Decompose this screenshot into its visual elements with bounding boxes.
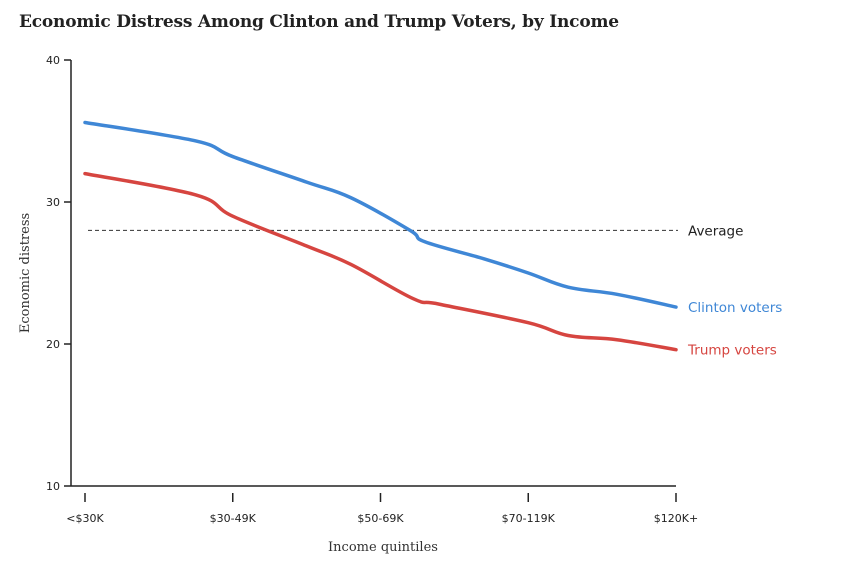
series-label-trump: Trump voters [687,343,777,359]
y-axis-ticks: 10 20 30 40 [46,54,71,493]
series-label-clinton: Clinton voters [688,300,782,316]
x-tick-label: $120K+ [654,512,698,525]
series-line-clinton [83,120,678,309]
x-tick-label: $30-49K [210,512,257,525]
y-tick-label: 40 [46,54,60,67]
y-tick-label: 30 [46,196,60,209]
x-axis-title: Income quintiles [328,540,438,555]
y-tick-label: 10 [46,480,60,493]
series-line-trump [83,171,678,352]
y-tick-label: 20 [46,338,60,351]
series-lines [83,120,678,352]
chart-title: Economic Distress Among Clinton and Trum… [19,12,619,32]
series-labels: Clinton voters Trump voters [687,300,782,359]
y-axis-title: Economic distress [18,213,33,333]
x-tick-label: $50-69K [357,512,404,525]
x-tick-label: $70-119K [502,512,556,525]
x-axis-ticks: <$30K $30-49K $50-69K $70-119K $120K+ [66,493,698,525]
average-label: Average [688,223,743,239]
x-tick-label: <$30K [66,512,104,525]
average-reference: Average [88,223,743,239]
